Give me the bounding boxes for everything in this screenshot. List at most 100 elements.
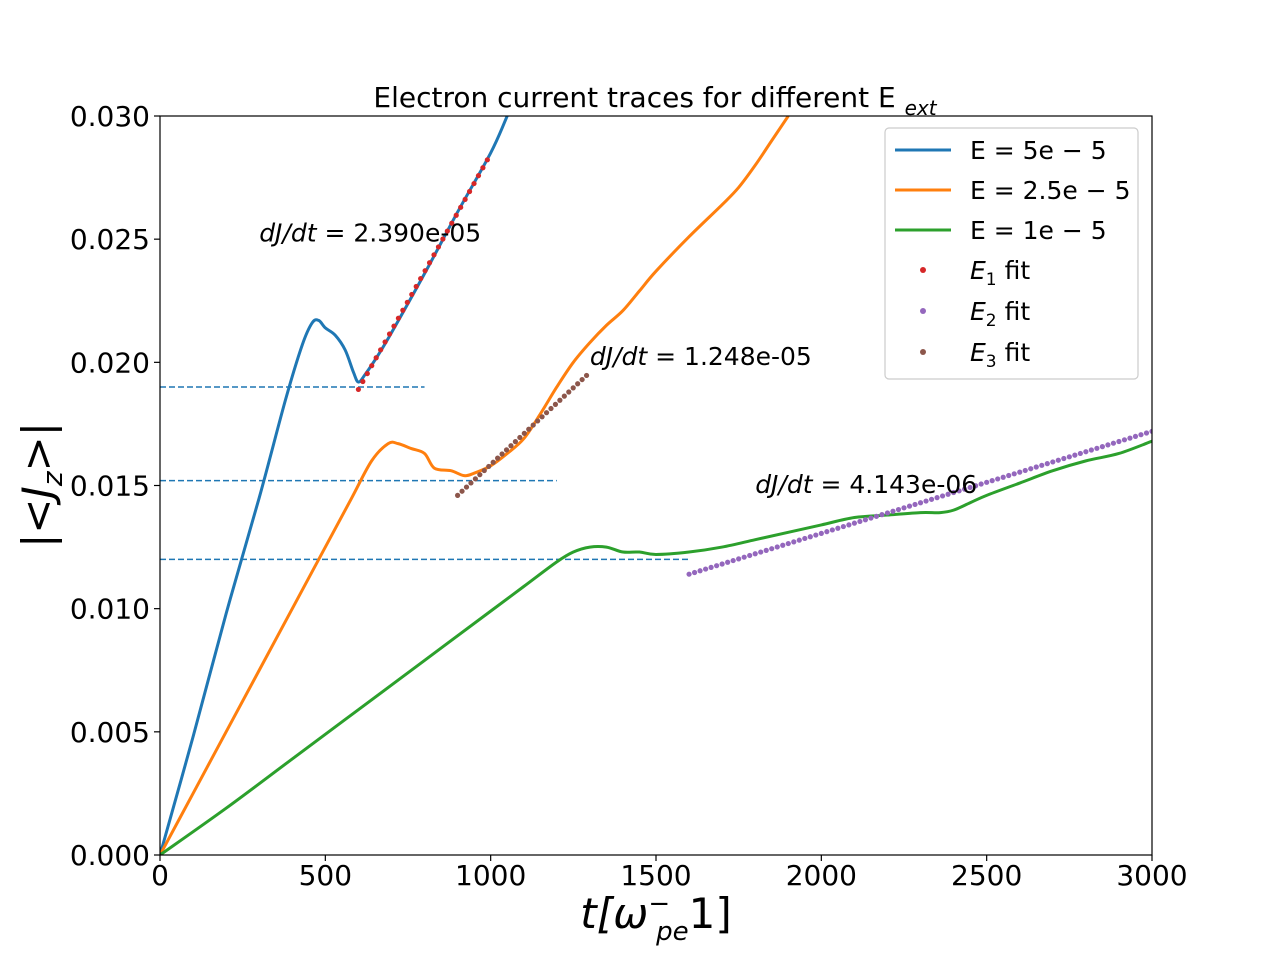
fit-point	[466, 188, 473, 195]
legend-label: E = 1e − 5	[970, 216, 1107, 245]
fit-point	[840, 523, 846, 530]
fit-point	[517, 434, 523, 441]
legend-label: E = 2.5e − 5	[970, 176, 1131, 205]
fit-point	[472, 476, 478, 482]
fit-point	[686, 571, 692, 577]
fit-point	[404, 299, 410, 305]
fit-point	[939, 493, 946, 499]
fit-point	[1088, 447, 1094, 453]
y-tick-label: 0.005	[70, 716, 150, 749]
fit-point	[418, 275, 424, 282]
fit-point	[857, 518, 863, 525]
legend-swatch	[920, 267, 926, 273]
fit-series-3	[455, 372, 590, 498]
fit-point	[512, 439, 519, 445]
fit-point	[395, 315, 402, 321]
fit-point	[769, 546, 775, 552]
y-tick-label: 0.000	[70, 839, 150, 872]
fit-point	[873, 513, 880, 519]
fit-point	[703, 566, 709, 572]
legend-swatch	[920, 349, 926, 355]
fit-point	[989, 478, 995, 484]
fit-point	[413, 283, 419, 290]
fit-point	[912, 501, 918, 508]
fit-point	[495, 455, 501, 461]
fit-point	[1149, 428, 1152, 434]
fit-point	[422, 268, 428, 274]
fit-point	[774, 544, 780, 550]
fit-point	[725, 559, 731, 565]
legend-label: E3 fit	[970, 338, 1030, 372]
x-tick-label: 3000	[1116, 859, 1187, 892]
fit-point	[561, 393, 567, 399]
fit-point	[1072, 452, 1078, 458]
fit-point	[714, 563, 720, 569]
fit-point	[462, 196, 468, 203]
fit-point	[386, 331, 393, 337]
series-line-3	[160, 439, 1152, 855]
fit-point	[791, 539, 797, 545]
fit-point	[1006, 472, 1012, 479]
fit-point	[978, 481, 984, 487]
fit-point	[890, 508, 896, 514]
fit-point	[956, 488, 962, 494]
fit-point	[829, 527, 835, 533]
fit-point	[548, 405, 554, 412]
x-tick-label: 1000	[455, 859, 526, 892]
slope-annotation-3: dJ/dt = 4.143e-06	[755, 470, 977, 499]
x-tick-label: 2500	[951, 859, 1022, 892]
slope-annotation-2: dJ/dt = 1.248e-05	[590, 342, 812, 371]
fit-point	[1083, 449, 1089, 455]
fit-point	[449, 220, 455, 226]
fit-point	[458, 204, 464, 210]
fit-point	[475, 173, 482, 179]
fit-point	[1055, 457, 1061, 463]
fit-point	[730, 557, 736, 564]
fit-point	[481, 467, 487, 474]
fit-point	[1011, 471, 1017, 477]
legend-label: E = 5e − 5	[970, 136, 1107, 165]
x-axis-ticks: 0 500 1000 1500 2000 2500 3000	[151, 855, 1188, 892]
fit-point	[901, 505, 907, 511]
fit-point	[459, 488, 465, 494]
fit-point	[440, 236, 446, 242]
fit-point	[813, 532, 819, 538]
fit-point	[697, 568, 703, 574]
fit-point	[570, 385, 576, 391]
fit-point	[736, 556, 742, 562]
fit-point	[378, 347, 384, 353]
fit-point	[780, 542, 786, 548]
fit-point	[360, 378, 366, 385]
fit-point	[364, 370, 370, 377]
fit-point	[884, 510, 891, 516]
fit-point	[862, 517, 869, 523]
fit-point	[480, 165, 486, 171]
fit-point	[579, 376, 585, 383]
slope-annotation-1: dJ/dt = 2.390e-05	[259, 219, 481, 248]
fit-point	[409, 291, 415, 298]
fit-point	[543, 410, 550, 416]
fit-series-2	[686, 428, 1152, 577]
fit-point	[530, 422, 536, 428]
fit-point	[895, 506, 902, 513]
fit-point	[1077, 450, 1083, 457]
fit-point	[1061, 455, 1067, 462]
fit-point	[566, 389, 572, 395]
fit-point	[539, 414, 545, 420]
fit-point	[1039, 462, 1045, 468]
fit-point	[400, 307, 406, 313]
fit-point	[1127, 435, 1133, 441]
fit-point	[1143, 430, 1150, 436]
fit-point	[973, 483, 979, 489]
fit-point	[818, 530, 824, 536]
series-line-1	[160, 116, 509, 855]
fit-point	[741, 554, 747, 560]
y-tick-label: 0.015	[70, 470, 150, 503]
fit-point	[691, 569, 698, 576]
fit-point	[1121, 437, 1128, 443]
fit-point	[463, 484, 470, 490]
fit-point	[708, 564, 714, 570]
fit-point	[477, 472, 483, 478]
y-tick-label: 0.025	[70, 223, 150, 256]
